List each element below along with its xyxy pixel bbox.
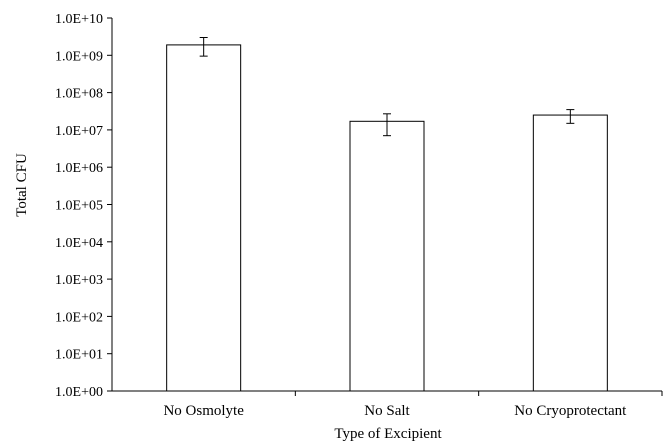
y-tick-label: 1.0E+00	[55, 385, 103, 400]
y-tick-label: 1.0E+05	[55, 199, 103, 214]
y-tick-label: 1.0E+02	[55, 310, 103, 325]
y-tick-label: 1.0E+01	[55, 348, 103, 363]
bar	[349, 120, 425, 392]
x-category-label: No Osmolyte	[163, 403, 244, 419]
bar	[532, 114, 608, 392]
bar	[166, 44, 242, 392]
y-tick-label: 1.0E+09	[55, 49, 103, 64]
y-axis-title: Total CFU	[14, 153, 30, 217]
y-tick-label: 1.0E+10	[55, 12, 103, 27]
error-bars	[199, 37, 575, 137]
y-tick-label: 1.0E+04	[55, 236, 103, 251]
x-category-label: No Salt	[364, 403, 410, 419]
bars	[166, 44, 608, 392]
y-tick-label: 1.0E+08	[55, 87, 103, 102]
y-tick-label: 1.0E+03	[55, 273, 103, 288]
y-tick-label: 1.0E+06	[55, 161, 103, 176]
x-axis-labels: No Osmolyte No Salt No Cryoprotectant	[163, 391, 663, 419]
x-axis-title: Type of Excipient	[334, 426, 442, 442]
y-tick-label: 1.0E+07	[55, 124, 103, 139]
y-axis-ticks: 1.0E+00 1.0E+01 1.0E+02 1.0E+03 1.0E+04 1.0E+…	[55, 12, 112, 400]
x-category-label: No Cryoprotectant	[514, 403, 627, 419]
